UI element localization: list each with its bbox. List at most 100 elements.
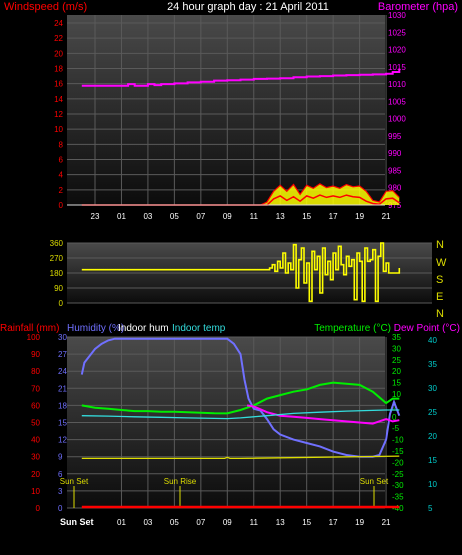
barometer-tick-label: 990 — [388, 149, 402, 158]
compass-label: W — [436, 257, 447, 269]
windspeed-tick-label: 22 — [54, 34, 63, 43]
barometer-tick-label: 980 — [388, 184, 402, 193]
humidity-tick-label: 30 — [58, 333, 67, 342]
humidity-ticks: 0 3 6 9 12 15 18 21 24 27 30 — [58, 333, 67, 513]
wind-x-tick-label: 17 — [329, 212, 338, 221]
wind-x-tick-label: 01 — [117, 212, 126, 221]
wind-speed-line — [81, 194, 400, 206]
panel3-x-tick-label: 03 — [143, 518, 152, 527]
temperature-tick-label: 15 — [392, 379, 401, 388]
windspeed-tick-label: 18 — [54, 65, 63, 74]
dewpoint-tick-label: 30 — [428, 384, 437, 393]
windspeed-tick-label: 12 — [54, 110, 63, 119]
chart-title: 24 hour graph day : 21 April 2011 — [167, 1, 329, 13]
wind-speed-series — [81, 194, 400, 206]
temperature-tick-label: 10 — [392, 390, 401, 399]
temperature-tick-label: -40 — [392, 504, 404, 513]
sun-marker-label: Sun Set — [360, 477, 389, 486]
compass-label: N — [436, 308, 444, 320]
wind-x-tick-label: 07 — [196, 212, 205, 221]
legend-entry: Indoor temp — [172, 323, 226, 334]
wind-x-tick-label: 03 — [143, 212, 152, 221]
humidity-tick-label: 0 — [58, 504, 63, 513]
wind-gust-series — [81, 183, 400, 206]
dewpoint-ticks: 5 10 15 20 25 30 35 40 — [428, 336, 437, 513]
series-line — [81, 381, 400, 415]
temperature-tick-label: 0 — [392, 413, 397, 422]
direction-tick-label: 0 — [59, 299, 64, 308]
panel3-x-tick-label: 17 — [329, 518, 338, 527]
panel3-x-tick-label: 07 — [196, 518, 205, 527]
rainfall-tick-label: 30 — [31, 453, 40, 462]
panel3-x-tick-label: 09 — [223, 518, 232, 527]
windspeed-tick-label: 14 — [54, 95, 63, 104]
wind-x-tick-label: 19 — [355, 212, 364, 221]
wind-direction-series — [81, 242, 401, 303]
humidity-tick-label: 18 — [58, 401, 67, 410]
rainfall-tick-label: 50 — [31, 419, 40, 428]
windspeed-tick-label: 24 — [54, 19, 63, 28]
rainfall-tick-label: 100 — [27, 333, 41, 342]
rainfall-tick-label: 10 — [31, 487, 40, 496]
barometer-series — [81, 68, 401, 87]
barometer-tick-label: 1030 — [388, 11, 406, 20]
windspeed-tick-label: 8 — [59, 140, 64, 149]
barometer-tick-label: 985 — [388, 166, 402, 175]
humidity-tick-label: 24 — [58, 367, 67, 376]
panel3-x-tick-label: 05 — [170, 518, 179, 527]
rainfall-ticks: 0 10 20 30 40 50 60 70 80 90 100 — [27, 333, 41, 513]
windspeed-tick-label: 6 — [59, 156, 64, 165]
wind-x-tick-label: 11 — [250, 212, 259, 221]
temperature-tick-label: -5 — [392, 424, 400, 433]
dewpoint-tick-label: 5 — [428, 504, 433, 513]
dewpoint-tick-label: 10 — [428, 480, 437, 489]
dewpoint-tick-label: 25 — [428, 408, 437, 417]
rainfall-tick-label: 40 — [31, 436, 40, 445]
wind-x-ticks: 23 01 03 05 07 09 11 13 15 17 19 21 — [91, 212, 392, 221]
temperature-tick-label: 30 — [392, 344, 401, 353]
windspeed-tick-label: 10 — [54, 125, 63, 134]
legend-entry: Temperature (°C) — [314, 323, 391, 334]
wind-x-tick-label: 09 — [223, 212, 232, 221]
humidity-tick-label: 15 — [58, 419, 67, 428]
windspeed-tick-label: 2 — [59, 186, 64, 195]
windspeed-tick-label: 20 — [54, 49, 63, 58]
barometer-tick-label: 1020 — [388, 46, 406, 55]
wind-x-tick-label: 23 — [91, 212, 100, 221]
temperature-tick-label: -15 — [392, 447, 404, 456]
windspeed-tick-label: 0 — [59, 201, 64, 210]
wind-gust-line — [81, 183, 400, 206]
windspeed-tick-label: 16 — [54, 80, 63, 89]
sun-marker-label: Sun Rise — [164, 477, 197, 486]
barometer-tick-label: 1025 — [388, 28, 406, 37]
compass-label: S — [436, 274, 443, 286]
temperature-tick-label: 35 — [392, 333, 401, 342]
barometer-tick-label: 975 — [388, 201, 402, 210]
series-line — [81, 455, 400, 460]
dewpoint-tick-label: 15 — [428, 456, 437, 465]
wind-gust-area — [81, 183, 400, 205]
panel3-legend: Rainfall (mm) Humidity (%)Indoor hum Indoo… — [0, 323, 460, 334]
barometer-tick-label: 1015 — [388, 63, 406, 72]
wind-panel-gridlines — [67, 15, 387, 206]
temperature-tick-label: 20 — [392, 367, 401, 376]
temperature-tick-label: -25 — [392, 470, 404, 479]
rainfall-tick-label: 70 — [31, 384, 40, 393]
legend-entry: Humidity (%) — [67, 323, 124, 334]
panel3-x-ticks: 01 03 05 07 09 11 13 15 17 19 21 — [117, 518, 391, 527]
panel3-x-tick-label: 11 — [250, 518, 259, 527]
direction-tick-label: 360 — [50, 239, 64, 248]
temperature-tick-label: 25 — [392, 356, 401, 365]
humidity-tick-label: 21 — [58, 384, 67, 393]
rainfall-tick-label: 0 — [36, 504, 41, 513]
temperature-tick-label: -30 — [392, 481, 404, 490]
temperature-tick-label: -35 — [392, 493, 404, 502]
legend-entry: Rainfall (mm) — [0, 323, 59, 334]
rainfall-tick-label: 90 — [31, 350, 40, 359]
temperature-tick-label: -10 — [392, 436, 404, 445]
rainfall-tick-label: 20 — [31, 470, 40, 479]
wind-direction-line — [81, 242, 401, 303]
